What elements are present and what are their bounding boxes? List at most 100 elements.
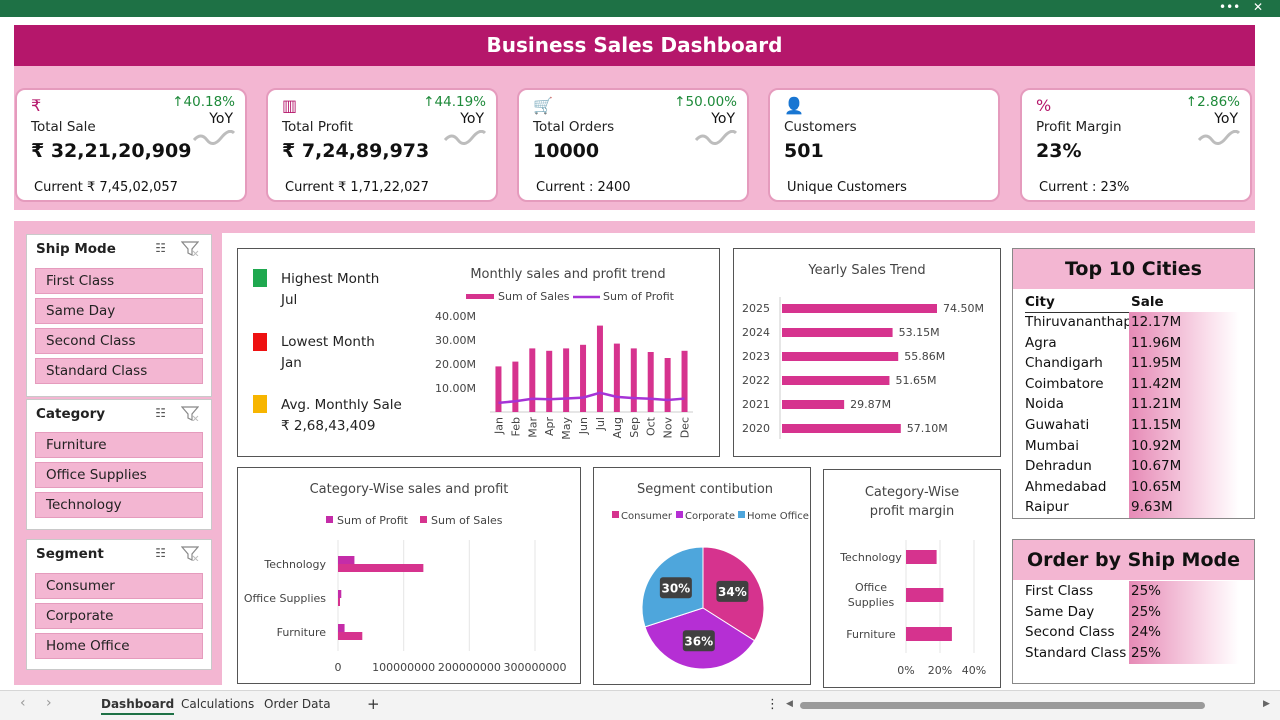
kpi-card-total-orders: 🛒 Total Orders 10000 Current : 2400 ↑50.00% Y… [517,88,749,202]
slicer-item[interactable]: Consumer [35,573,203,599]
multi-select-icon[interactable]: ☷ [155,546,166,560]
more-options-icon[interactable]: ••• [1219,0,1241,14]
close-icon[interactable]: ✕ [1253,0,1264,14]
tab-order-data[interactable]: Order Data [264,697,331,711]
tab-prev-icon[interactable]: ‹ [20,695,26,711]
divider-band [14,221,1255,233]
ship-mode-name: Second Class [1025,624,1115,641]
multi-select-icon[interactable]: ☷ [155,241,166,255]
category-label: Technology [839,551,902,564]
x-tick-label: Jun [577,417,590,435]
sale-header: Sale [1131,294,1164,310]
profit-bar [338,556,355,564]
ship-mode-orders-title: Order by Ship Mode [1013,540,1254,580]
city-name: Chandigarh [1025,355,1103,372]
sales-bar [495,366,502,412]
sales-bar [681,350,688,412]
horizontal-scrollbar[interactable] [800,702,1205,709]
slicer-item[interactable]: First Class [35,268,203,294]
kpi-current: Current : 23% [1039,180,1130,195]
kpi-label: Total Orders [533,119,615,135]
slicer-title: Category [36,406,106,422]
top-cities-table: Top 10 Cities City Sale Thiruvananthap 12.1… [1012,248,1255,519]
year-bar [782,328,893,337]
sales-bar [613,343,620,412]
slicer-item[interactable]: Corporate [35,603,203,629]
sales-bar [596,325,603,412]
tab-dashboard[interactable]: Dashboard [101,697,175,715]
slicer-title: Segment [36,546,104,562]
kpi-yoy: YoY [711,111,735,127]
category-sales-panel: Category-Wise sales and profit Sum of Pro… [237,467,581,684]
legend-sales-swatch [466,294,494,299]
multi-select-icon[interactable]: ☷ [155,406,166,420]
pie-label: 34% [718,585,747,599]
trend-wave-icon [444,130,486,145]
margin-bar [906,627,952,641]
pie-label: 30% [661,581,690,595]
year-label: 2024 [742,326,770,339]
category-label: Furniture [846,628,896,641]
profit-line [498,391,685,405]
kpi-card-customers: 👤 Customers 501 Unique Customers [768,88,1000,202]
slicer-item[interactable]: Second Class [35,328,203,354]
slicer-item[interactable]: Technology [35,492,203,518]
x-tick-label: Dec [679,417,692,438]
year-label: 2023 [742,350,770,363]
slicer-item[interactable]: Home Office [35,633,203,659]
kpi-yoy: YoY [460,111,484,127]
year-bar [782,376,890,385]
kpi-current: Current ₹ 7,45,02,057 [34,180,178,195]
kpi-current: Unique Customers [787,180,907,195]
city-name: Ahmedabad [1025,478,1107,495]
margin-bar [906,550,937,564]
sales-bar [580,344,587,412]
year-bar [782,400,845,409]
year-value-label: 55.86M [904,350,945,363]
tab-calculations[interactable]: Calculations [181,697,255,711]
x-tick-label: Aug [611,417,624,438]
slicer-item[interactable]: Standard Class [35,358,203,384]
slicer-item[interactable]: Furniture [35,432,203,458]
city-name: Coimbatore [1025,375,1104,392]
category-label: Furniture [277,626,327,639]
slicer-item[interactable]: Office Supplies [35,462,203,488]
segment-pie-chart: Segment contibution Consumer Corporate Home… [612,482,809,670]
trend-wave-icon [193,130,235,145]
highest-month-value: Jul [281,292,298,308]
x-tick-label: Apr [543,417,556,437]
slicer-item[interactable]: Same Day [35,298,203,324]
year-label: 2022 [742,374,770,387]
year-label: 2021 [742,398,770,411]
clear-filter-icon[interactable] [181,405,199,421]
legend-label: Corporate [685,511,735,522]
kpi-change: ↑2.86% [1185,94,1240,110]
percent-bag-icon: % [1036,96,1052,115]
rupee-icon: ₹ [31,96,42,115]
tab-next-icon[interactable]: › [46,695,52,711]
year-value-label: 53.15M [899,326,940,339]
y-tick-label: 40.00M [435,310,476,323]
clear-filter-icon[interactable] [181,545,199,561]
bar-chart-icon: ▥ [282,96,298,115]
chart-title-line2: profit margin [870,504,955,519]
category-margin-chart: Category-Wise profit margin 0% 20% 40% Techno… [839,485,986,677]
legend-swatch [676,511,683,518]
sales-bar [563,348,570,412]
clear-filter-icon[interactable] [181,240,199,256]
ship-mode-name: Same Day [1025,603,1095,620]
kpi-change: ↑50.00% [674,94,737,110]
kpi-value: 23% [1036,140,1082,162]
category-label: Technology [263,558,326,571]
kpi-value: 10000 [533,140,600,162]
scroll-left-icon[interactable]: ◀ [786,699,793,709]
x-tick-label: Nov [662,417,675,439]
add-sheet-button[interactable]: + [367,695,380,713]
kpi-yoy: YoY [1214,111,1238,127]
sales-bar [546,350,553,412]
scroll-right-icon[interactable]: ▶ [1263,699,1270,709]
tab-options-icon[interactable]: ⋮ [766,697,779,712]
x-tick-label: Oct [645,416,658,436]
sales-bar [338,598,340,606]
legend-sales: Sum of Sales [498,290,570,303]
